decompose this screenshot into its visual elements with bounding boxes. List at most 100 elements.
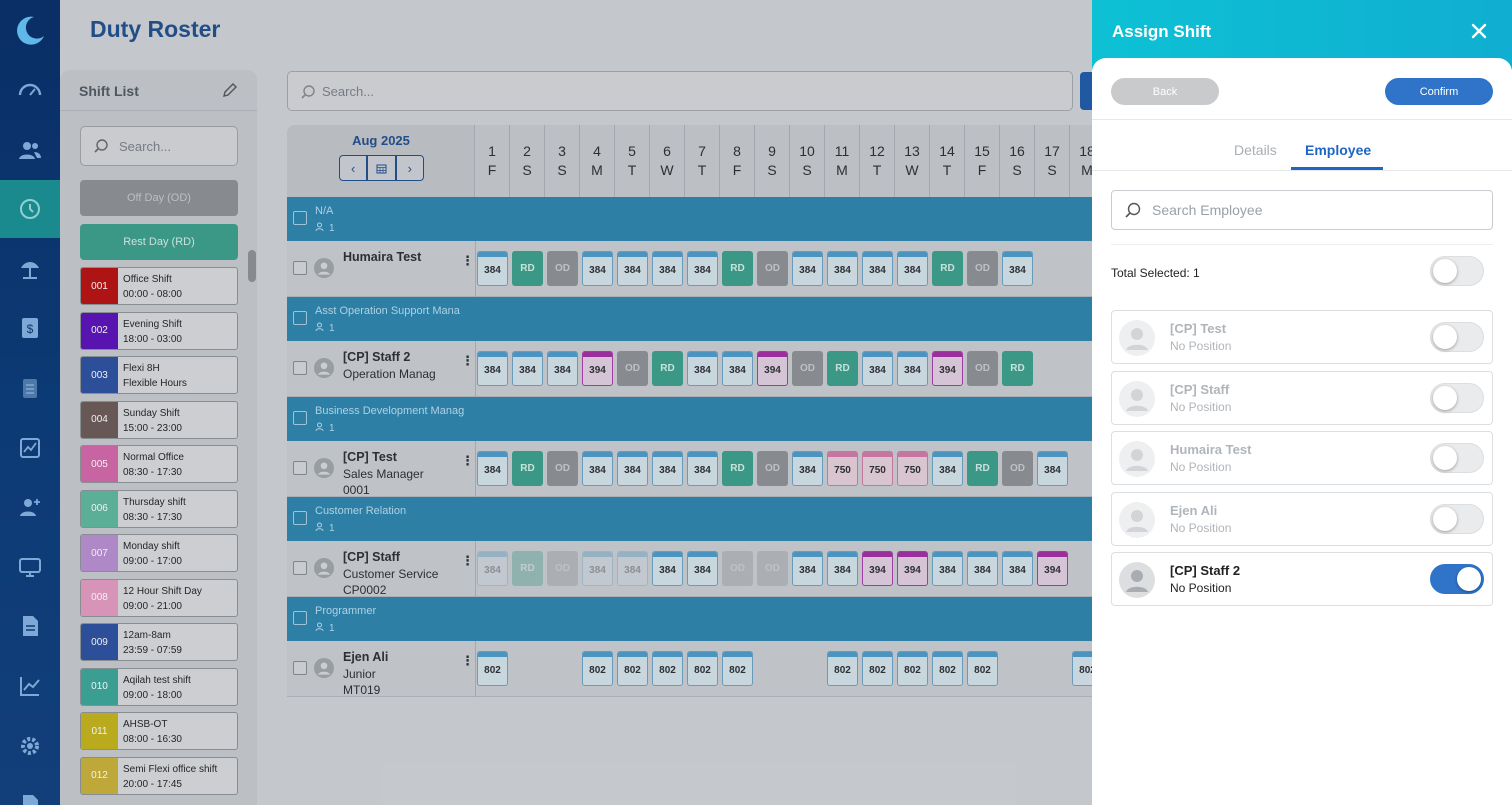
shift-cell[interactable]: RD	[967, 451, 998, 486]
shift-cell[interactable]: 384	[547, 351, 578, 386]
shift-cell[interactable]: 384	[792, 451, 823, 486]
shift-cell[interactable]: 802	[652, 651, 683, 686]
group-checkbox[interactable]	[293, 611, 307, 625]
shift-cell[interactable]: RD	[827, 351, 858, 386]
rest-day-button[interactable]: Rest Day (RD)	[80, 224, 238, 260]
shift-cell[interactable]: 802	[897, 651, 928, 686]
employee-select-toggle[interactable]	[1430, 382, 1484, 413]
more-vertical-icon[interactable]: ⋮	[461, 353, 474, 368]
shift-cell[interactable]: 384	[617, 251, 648, 286]
shift-cell[interactable]: 394	[582, 351, 613, 386]
shift-cell[interactable]: OD	[722, 551, 753, 586]
shift-cell[interactable]: 384	[652, 251, 683, 286]
nav-item-document[interactable]	[0, 597, 60, 655]
nav-item-clipboard[interactable]	[0, 359, 60, 417]
shift-search-input[interactable]: Search...	[80, 126, 238, 166]
shift-cell[interactable]: 394	[932, 351, 963, 386]
shift-cell[interactable]: 384	[1002, 551, 1033, 586]
nav-item-attendance[interactable]	[0, 180, 60, 239]
shift-cell[interactable]: 394	[897, 551, 928, 586]
shift-cell[interactable]: 802	[932, 651, 963, 686]
shift-cell[interactable]: RD	[722, 251, 753, 286]
group-checkbox[interactable]	[293, 211, 307, 225]
shift-item[interactable]: 004 Sunday Shift 15:00 - 23:00	[80, 400, 238, 439]
shift-cell[interactable]: OD	[792, 351, 823, 386]
shift-cell[interactable]: 384	[722, 351, 753, 386]
employee-checkbox[interactable]	[293, 561, 307, 575]
employee-select-toggle[interactable]	[1430, 443, 1484, 474]
shift-cell[interactable]: RD	[932, 251, 963, 286]
shift-cell[interactable]: 384	[1002, 251, 1033, 286]
nav-item-reports-chart[interactable]	[0, 419, 60, 477]
shift-cell[interactable]: 802	[582, 651, 613, 686]
shift-cell[interactable]: OD	[967, 351, 998, 386]
shift-cell[interactable]: 384	[477, 551, 508, 586]
shift-cell[interactable]: 802	[617, 651, 648, 686]
employee-checkbox[interactable]	[293, 661, 307, 675]
employee-checkbox[interactable]	[293, 461, 307, 475]
shift-cell[interactable]: OD	[757, 451, 788, 486]
shift-cell[interactable]: 384	[792, 551, 823, 586]
shift-cell[interactable]: 384	[862, 351, 893, 386]
shift-cell[interactable]: RD	[512, 551, 543, 586]
confirm-button[interactable]: Confirm	[1385, 78, 1493, 105]
employee-card[interactable]: Ejen Ali No Position	[1111, 491, 1493, 546]
shift-item[interactable]: 012 Semi Flexi office shift 20:00 - 17:45	[80, 756, 238, 795]
shift-item[interactable]: 008 12 Hour Shift Day 09:00 - 21:00	[80, 578, 238, 617]
employee-checkbox[interactable]	[293, 261, 307, 275]
nav-item-settings[interactable]	[0, 717, 60, 775]
shift-cell[interactable]: RD	[1002, 351, 1033, 386]
more-vertical-icon[interactable]: ⋮	[461, 653, 474, 668]
nav-item-analytics[interactable]	[0, 657, 60, 715]
nav-item-presentation[interactable]	[0, 538, 60, 596]
shift-cell[interactable]: 384	[652, 451, 683, 486]
shift-cell[interactable]: 802	[477, 651, 508, 686]
shift-item[interactable]: 010 Aqilah test shift 09:00 - 18:00	[80, 667, 238, 706]
nav-item-file[interactable]	[0, 776, 60, 805]
shift-cell[interactable]: 384	[897, 351, 928, 386]
shift-item[interactable]: 011 AHSB-OT 08:00 - 16:30	[80, 712, 238, 750]
shift-item[interactable]: 001 Office Shift 00:00 - 08:00	[80, 267, 238, 305]
employee-select-toggle[interactable]	[1430, 564, 1484, 595]
shift-cell[interactable]: 384	[687, 351, 718, 386]
nav-item-dashboard[interactable]	[0, 61, 60, 119]
close-icon[interactable]	[1470, 22, 1488, 40]
employee-search-input[interactable]: Search Employee	[1111, 190, 1493, 230]
shift-cell[interactable]: OD	[617, 351, 648, 386]
more-vertical-icon[interactable]: ⋮	[461, 453, 474, 468]
prev-month-button[interactable]: ‹	[339, 155, 368, 181]
group-checkbox[interactable]	[293, 511, 307, 525]
shift-cell[interactable]: 384	[932, 451, 963, 486]
shift-cell[interactable]: 750	[897, 451, 928, 486]
shift-cell[interactable]: 384	[582, 451, 613, 486]
shift-cell[interactable]: 394	[757, 351, 788, 386]
roster-search-input[interactable]: Search...	[287, 71, 1073, 111]
employee-select-toggle[interactable]	[1430, 503, 1484, 534]
shift-item[interactable]: 005 Normal Office 08:30 - 17:30	[80, 445, 238, 483]
shift-cell[interactable]: OD	[757, 551, 788, 586]
select-all-toggle[interactable]	[1430, 256, 1484, 286]
next-month-button[interactable]: ›	[395, 155, 424, 181]
shift-cell[interactable]: 384	[792, 251, 823, 286]
shift-cell[interactable]: 802	[1072, 651, 1092, 686]
shift-cell[interactable]: 750	[827, 451, 858, 486]
shift-cell[interactable]: 384	[967, 551, 998, 586]
shift-cell[interactable]: 384	[477, 451, 508, 486]
shift-item[interactable]: 009 12am-8am 23:59 - 07:59	[80, 623, 238, 661]
shift-cell[interactable]: 384	[617, 451, 648, 486]
shift-cell[interactable]: 384	[512, 351, 543, 386]
shift-cell[interactable]: 394	[1037, 551, 1068, 586]
shift-cell[interactable]: 384	[582, 251, 613, 286]
employee-checkbox[interactable]	[293, 361, 307, 375]
employee-card[interactable]: [CP] Test No Position	[1111, 310, 1493, 364]
employee-card[interactable]: [CP] Staff 2 No Position	[1111, 552, 1493, 607]
nav-item-payroll[interactable]: $	[0, 299, 60, 357]
shift-cell[interactable]: RD	[512, 451, 543, 486]
tab-details[interactable]: Details	[1234, 142, 1277, 158]
shift-cell[interactable]: RD	[652, 351, 683, 386]
shift-cell[interactable]: OD	[757, 251, 788, 286]
shift-item[interactable]: 003 Flexi 8H Flexible Hours	[80, 356, 238, 394]
nav-item-add-user[interactable]	[0, 478, 60, 536]
shift-cell[interactable]: 384	[862, 251, 893, 286]
tab-employee[interactable]: Employee	[1305, 142, 1372, 158]
